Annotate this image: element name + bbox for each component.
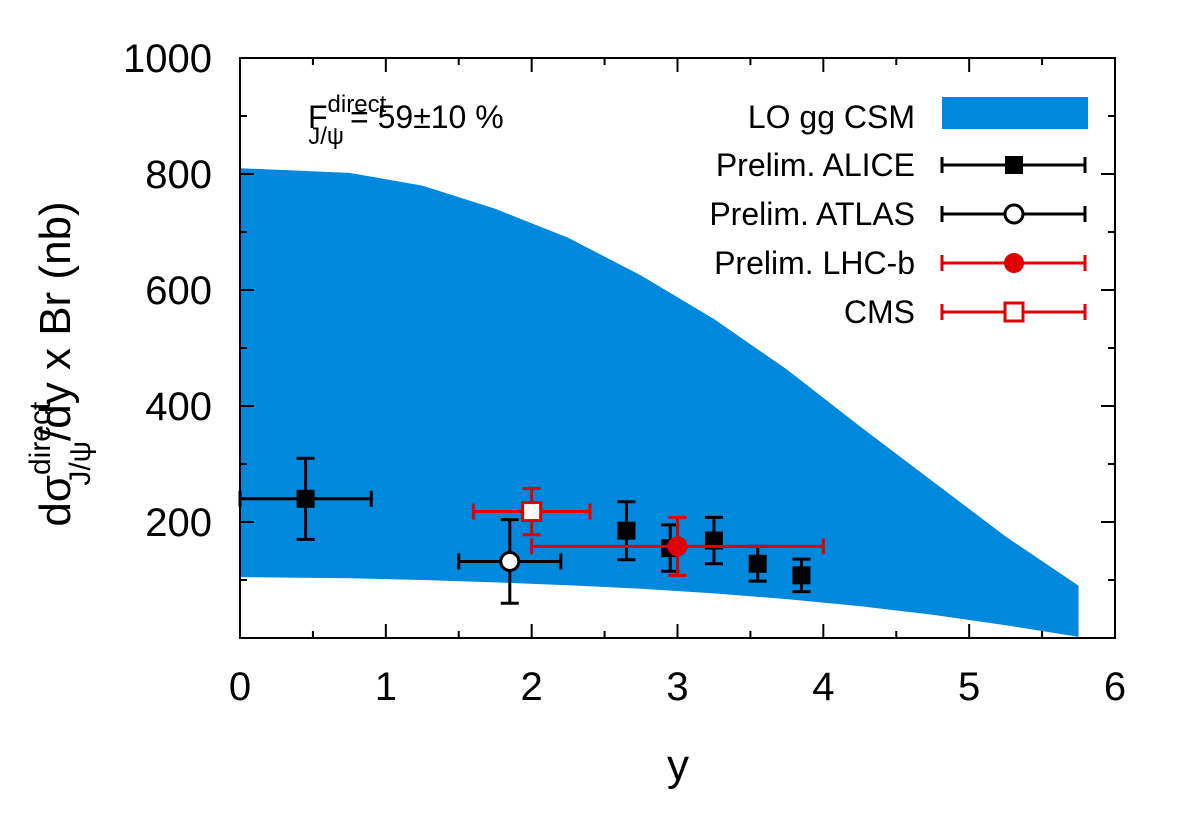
legend-label-cms: CMS xyxy=(844,294,915,330)
x-tick-label: 1 xyxy=(375,665,397,709)
legend-marker-prelim-lhc-b xyxy=(1004,253,1024,273)
data-point-cms xyxy=(521,501,543,523)
x-tick-label: 4 xyxy=(812,665,834,709)
legend-sample-prelim-atlas xyxy=(940,203,1087,225)
data-point-prelim-lhc-b xyxy=(667,536,688,557)
x-tick-label: 3 xyxy=(666,665,688,709)
y-axis-title-subscript: J/ψ xyxy=(64,441,97,486)
axis-tick-labels: 0 1 2 3 4 5 6 200 400 600 800 1000 xyxy=(123,37,1126,709)
data-points xyxy=(238,456,825,605)
y-tick-label: 600 xyxy=(145,269,212,313)
annotation-superscript: direct xyxy=(328,91,387,118)
annotation-prefix: F xyxy=(308,99,328,135)
x-tick-label: 5 xyxy=(958,665,980,709)
y-axis-title-superscript: direct xyxy=(24,401,57,475)
annotation-value: = 59±10 % xyxy=(350,99,504,135)
y-tick-label: 800 xyxy=(145,153,212,197)
error-bar-cms xyxy=(471,486,592,537)
band-layer xyxy=(240,168,1079,637)
y-axis-title-prefix: dσ xyxy=(31,475,80,527)
legend-marker-cms xyxy=(1003,301,1025,323)
y-tick-label: 400 xyxy=(145,385,212,429)
x-tick-label: 2 xyxy=(521,665,543,709)
annotation-subscript: J/ψ xyxy=(308,123,344,150)
series-cms xyxy=(471,486,592,537)
lo-gg-csm-band xyxy=(240,168,1079,637)
legend-sample-prelim-alice xyxy=(940,156,1087,174)
legend-sample-prelim-lhc-b xyxy=(940,253,1087,273)
legend-marker-prelim-alice xyxy=(1005,156,1023,174)
y-axis-title: dσdirect J/ψ/dy x Br (nb) xyxy=(24,201,97,526)
series-prelim-atlas xyxy=(457,518,563,605)
legend-label-lo-gg-csm: LO gg CSM xyxy=(748,99,915,135)
series-prelim-lhc-b xyxy=(530,515,825,577)
x-tick-label: 0 xyxy=(229,665,251,709)
axis-ticks xyxy=(239,57,1116,638)
fraction-annotation: Fdirect J/ψ= 59±10 % xyxy=(308,91,504,150)
legend-label-prelim-alice: Prelim. ALICE xyxy=(716,147,915,183)
data-point-prelim-alice xyxy=(792,566,811,585)
legend-marker-prelim-atlas xyxy=(1003,203,1025,225)
legend: LO gg CSM Prelim. ALICE Prelim. ATLAS Prel… xyxy=(709,97,1088,330)
legend-label-prelim-atlas: Prelim. ATLAS xyxy=(709,196,915,232)
data-point-prelim-alice xyxy=(748,554,767,573)
data-point-prelim-alice xyxy=(296,489,315,508)
y-tick-label: 1000 xyxy=(123,37,212,81)
data-point-prelim-alice xyxy=(617,521,636,540)
legend-swatch-lo-gg-csm xyxy=(942,97,1088,129)
x-axis-title: y xyxy=(667,741,689,790)
x-tick-label: 6 xyxy=(1104,665,1126,709)
y-tick-label: 200 xyxy=(145,501,212,545)
data-point-prelim-atlas xyxy=(499,550,521,572)
legend-sample-cms xyxy=(940,301,1087,323)
y-axis-title-suffix: /dy x Br (nb) xyxy=(31,201,80,441)
legend-label-prelim-lhc-b: Prelim. LHC-b xyxy=(714,245,915,281)
